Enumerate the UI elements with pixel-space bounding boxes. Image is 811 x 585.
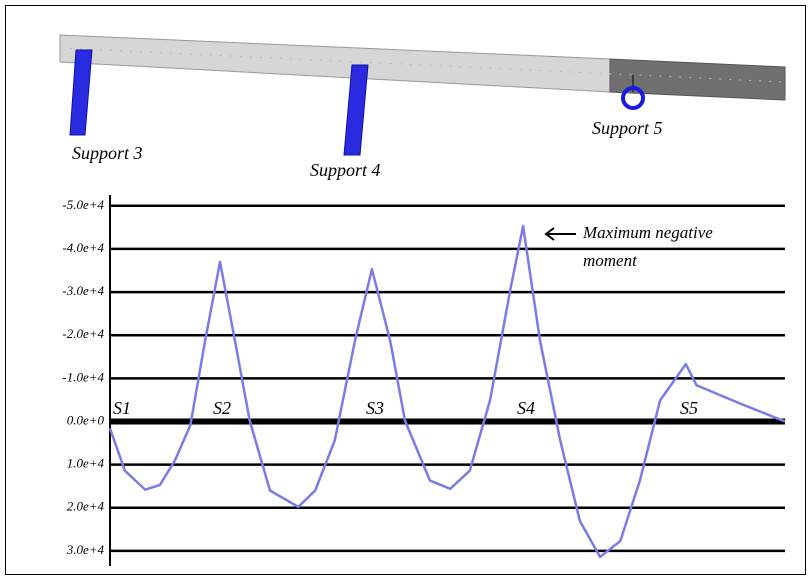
support-label: Support 4 (310, 160, 381, 180)
span-label: S4 (517, 398, 535, 418)
span-label: S1 (113, 398, 131, 418)
y-tick-label: -5.0e+4 (62, 197, 104, 212)
support-label: Support 3 (72, 143, 143, 163)
y-tick-label: -4.0e+4 (62, 240, 104, 255)
support-label: Support 5 (592, 118, 663, 138)
y-tick-label: -1.0e+4 (62, 369, 104, 384)
span-label: S5 (680, 398, 698, 418)
span-label: S2 (213, 398, 231, 418)
y-tick-label: 1.0e+4 (67, 456, 105, 471)
y-tick-label: 3.0e+4 (66, 542, 105, 557)
y-tick-label: 2.0e+4 (67, 499, 105, 514)
annotation: moment (583, 251, 638, 270)
y-tick-label: -2.0e+4 (62, 326, 104, 341)
annotation: Maximum negative (582, 223, 713, 242)
figure: Support 3 Support 4 Support 5 S1 S2 S3 S… (0, 0, 811, 580)
span-label: S3 (366, 398, 384, 418)
y-tick-label: -3.0e+4 (62, 283, 104, 298)
y-tick-label: 0.0e+0 (67, 412, 105, 427)
